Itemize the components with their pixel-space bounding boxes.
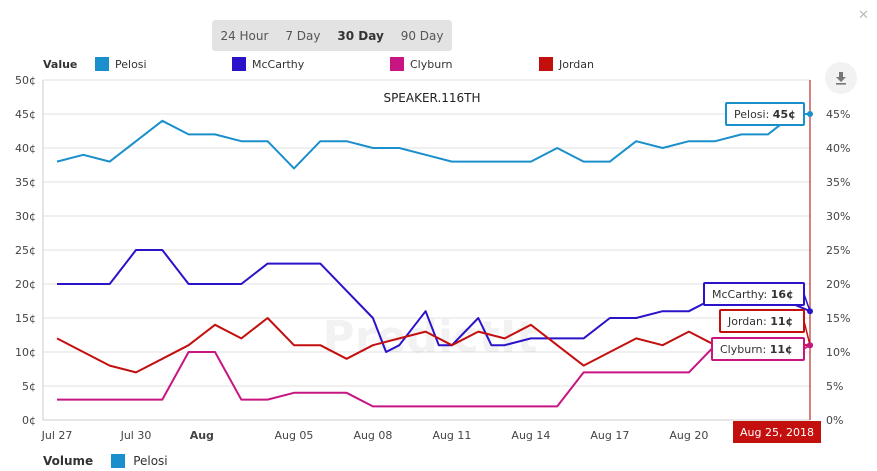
- legend-label-mccarthy: McCarthy: [252, 58, 305, 71]
- y2-tick-label: 15%: [826, 312, 850, 325]
- current-date-badge: [733, 421, 821, 443]
- current-point-clyburn: [807, 342, 813, 349]
- y2-tick-label: 5%: [826, 380, 843, 393]
- y-tick-label: 10¢: [15, 346, 36, 359]
- volume-label: Volume: [43, 454, 94, 468]
- y-tick-label: 20¢: [15, 278, 36, 291]
- x-tick-label: Aug 14: [511, 429, 550, 442]
- series-line-clyburn[interactable]: [57, 344, 810, 408]
- tab-30-day[interactable]: 30 Day: [337, 28, 384, 43]
- current-date-label: Aug 25, 2018: [740, 426, 814, 439]
- close-icon[interactable]: ✕: [858, 8, 869, 23]
- series-line-jordan[interactable]: [56, 317, 810, 374]
- series-line-pelosi[interactable]: [56, 113, 810, 170]
- tab-90-day[interactable]: 90 Day: [400, 28, 444, 43]
- volume-legend: Volume Pelosi: [43, 454, 168, 468]
- y2-tick-label: 40%: [826, 142, 850, 155]
- x-tick-label: Aug: [190, 429, 214, 442]
- x-tick-label: Jul 27: [41, 429, 73, 442]
- x-tick-label: Aug 11: [432, 429, 471, 442]
- y-tick-label: 40¢: [15, 142, 36, 155]
- x-tick-label: Jul 30: [120, 429, 152, 442]
- y-tick-label: 50¢: [15, 74, 36, 87]
- legend-swatch-mccarthy[interactable]: [232, 57, 246, 71]
- callout-box-mccarthy: [703, 282, 805, 306]
- callout-value: 16¢: [771, 288, 794, 301]
- legend-swatch-clyburn[interactable]: [390, 57, 404, 71]
- x-tick-label: Aug 20: [669, 429, 708, 442]
- chart-title: SPEAKER.116TH: [383, 91, 480, 105]
- y2-tick-label: 45%: [826, 108, 850, 121]
- y2-tick-label: 20%: [826, 278, 850, 291]
- volume-series-label[interactable]: Pelosi: [133, 454, 168, 468]
- callout-value: 11¢: [770, 343, 793, 356]
- tab-24-hour[interactable]: 24 Hour: [220, 28, 269, 43]
- y2-tick-label: 35%: [826, 176, 850, 189]
- series-line-mccarthy[interactable]: [57, 249, 811, 353]
- callout-value: 11¢: [770, 315, 793, 328]
- legend-label-jordan: Jordan: [558, 58, 594, 71]
- y2-tick-label: 10%: [826, 346, 850, 359]
- callout-box-pelosi: [725, 102, 805, 126]
- download-icon: [836, 72, 846, 85]
- callout-label-clyburn: Clyburn: 11¢: [720, 343, 793, 356]
- y-tick-label: 45¢: [15, 108, 36, 121]
- legend-title: Value: [43, 58, 77, 71]
- legend-swatch-pelosi[interactable]: [95, 57, 109, 71]
- legend-label-clyburn: Clyburn: [410, 58, 453, 71]
- x-tick-label: Aug 08: [353, 429, 392, 442]
- current-point-pelosi: [807, 111, 813, 117]
- download-button[interactable]: [825, 62, 857, 94]
- callout-box-clyburn: [711, 337, 805, 361]
- volume-swatch-pelosi: [111, 454, 126, 468]
- current-point-mccarthy: [807, 308, 813, 315]
- legend-swatch-jordan[interactable]: [539, 57, 553, 71]
- timeframe-tabs: 24 Hour 7 Day 30 Day 90 Day: [212, 20, 452, 51]
- callout-label-mccarthy: McCarthy: 16¢: [712, 288, 794, 301]
- callout-label-jordan: Jordan: 11¢: [727, 315, 793, 328]
- y2-tick-label: 0%: [826, 414, 843, 427]
- callout-label-pelosi: Pelosi: 45¢: [734, 108, 796, 121]
- callout-box-jordan: [719, 309, 805, 333]
- legend-label-pelosi: Pelosi: [115, 58, 147, 71]
- y-tick-label: 35¢: [15, 176, 36, 189]
- y-tick-label: 15¢: [15, 312, 36, 325]
- callout-value: 45¢: [773, 108, 796, 121]
- y-tick-label: 0¢: [22, 414, 36, 427]
- x-tick-label: Aug 05: [274, 429, 313, 442]
- tab-7-day[interactable]: 7 Day: [285, 28, 321, 43]
- x-tick-label: Aug 17: [590, 429, 629, 442]
- y2-tick-label: 30%: [826, 210, 850, 223]
- y2-tick-label: 25%: [826, 244, 850, 257]
- y-tick-label: 25¢: [15, 244, 36, 257]
- y-tick-label: 30¢: [15, 210, 36, 223]
- y-tick-label: 5¢: [22, 380, 36, 393]
